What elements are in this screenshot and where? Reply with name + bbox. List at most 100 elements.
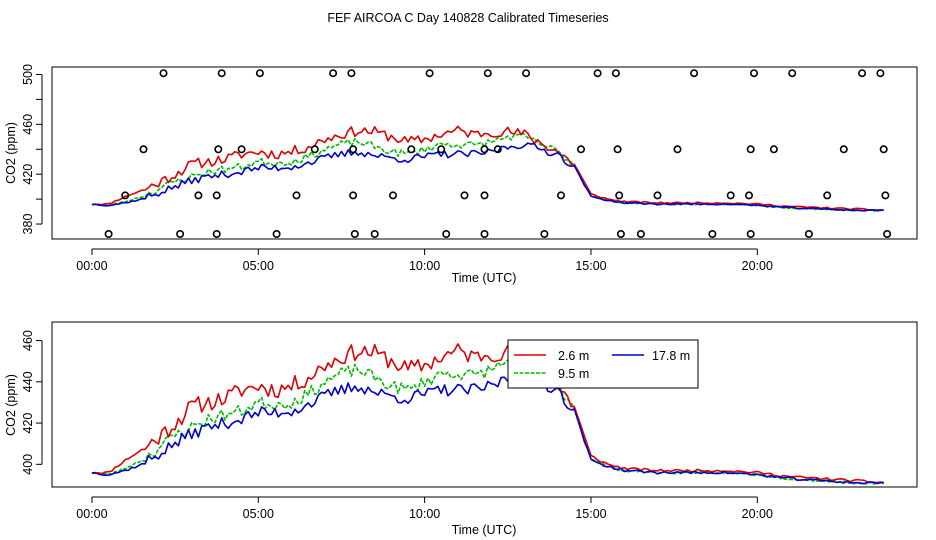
flag-marker bbox=[673, 145, 682, 154]
bottom-plot-frame bbox=[51, 321, 918, 488]
top-x-tick-label: 00:00 bbox=[76, 259, 107, 273]
bot-series-line-9-5-m bbox=[91, 354, 885, 485]
flag-marker bbox=[883, 230, 892, 239]
flag-marker bbox=[329, 69, 338, 78]
flag-marker bbox=[292, 191, 301, 200]
top-flag-markers bbox=[104, 69, 892, 239]
flag-marker bbox=[522, 69, 531, 78]
flag-marker bbox=[159, 69, 168, 78]
bot-x-tick-label: 05:00 bbox=[243, 507, 274, 521]
flag-marker bbox=[823, 191, 832, 200]
top-series-group bbox=[91, 125, 884, 212]
flag-marker bbox=[879, 145, 888, 154]
flag-marker bbox=[437, 145, 446, 154]
flag-marker bbox=[442, 230, 451, 239]
flag-marker bbox=[744, 191, 753, 200]
flag-marker bbox=[616, 230, 625, 239]
flag-marker bbox=[636, 230, 645, 239]
flag-marker bbox=[613, 145, 622, 154]
top-series-line-2-6-m bbox=[91, 125, 884, 212]
bot-x-tick-label: 20:00 bbox=[742, 507, 773, 521]
flag-marker bbox=[121, 191, 130, 200]
top-series-line-17-8-m bbox=[91, 142, 884, 212]
bot-y-tick-label: 400 bbox=[21, 454, 35, 475]
bottom-series-group bbox=[91, 343, 885, 485]
flag-marker bbox=[217, 69, 226, 78]
top-x-tick-label: 05:00 bbox=[243, 259, 274, 273]
flag-marker bbox=[839, 145, 848, 154]
bottom-y-axis: 400 420 440 460 bbox=[21, 330, 43, 475]
bottom-x-axis-label: Time (UTC) bbox=[452, 523, 517, 537]
flag-marker bbox=[212, 191, 221, 200]
flag-marker bbox=[370, 230, 379, 239]
bot-y-tick-label: 460 bbox=[21, 330, 35, 351]
top-y-axis: 380 420 460 500 bbox=[21, 64, 43, 235]
flag-marker bbox=[350, 230, 359, 239]
bottom-x-axis: 00:00 05:00 10:00 15:00 20:00 bbox=[76, 496, 773, 521]
flag-marker bbox=[176, 230, 185, 239]
flag-marker bbox=[726, 191, 735, 200]
flag-marker bbox=[388, 191, 397, 200]
bot-y-tick-label: 420 bbox=[21, 413, 35, 434]
legend-label-2-6m: 2.6 m bbox=[558, 349, 589, 363]
flag-marker bbox=[347, 69, 356, 78]
flag-marker bbox=[611, 69, 620, 78]
top-x-axis: 00:00 05:00 10:00 15:00 20:00 bbox=[76, 248, 773, 273]
flag-marker bbox=[615, 191, 624, 200]
panel-top: 00:00 05:00 10:00 15:00 20:00 380 420 460 500 T… bbox=[4, 64, 918, 285]
flag-marker bbox=[493, 145, 502, 154]
flag-marker bbox=[255, 69, 264, 78]
flag-marker bbox=[708, 230, 717, 239]
flag-marker bbox=[593, 69, 602, 78]
flag-marker bbox=[746, 230, 755, 239]
top-y-tick-label: 420 bbox=[21, 164, 35, 185]
flag-marker bbox=[483, 69, 492, 78]
flag-marker bbox=[769, 145, 778, 154]
legend-label-9-5m: 9.5 m bbox=[558, 367, 589, 381]
flag-marker bbox=[576, 145, 585, 154]
flag-marker bbox=[194, 191, 203, 200]
flag-marker bbox=[480, 191, 489, 200]
flag-marker bbox=[540, 230, 549, 239]
bot-y-tick-label: 440 bbox=[21, 371, 35, 392]
flag-marker bbox=[310, 145, 319, 154]
flag-marker bbox=[139, 145, 148, 154]
flag-marker bbox=[104, 230, 113, 239]
bot-series-line-2-6-m bbox=[91, 343, 884, 484]
top-x-axis-label: Time (UTC) bbox=[452, 271, 517, 285]
flag-marker bbox=[237, 145, 246, 154]
bot-series-line-17-8-m bbox=[91, 370, 884, 485]
top-y-tick-label: 380 bbox=[21, 214, 35, 235]
flag-marker bbox=[480, 230, 489, 239]
flag-marker bbox=[214, 145, 223, 154]
flag-marker bbox=[407, 145, 416, 154]
flag-marker bbox=[858, 69, 867, 78]
top-y-tick-label: 460 bbox=[21, 114, 35, 135]
flag-marker bbox=[690, 69, 699, 78]
flag-marker bbox=[788, 69, 797, 78]
flag-marker bbox=[746, 145, 755, 154]
bottom-y-axis-label: CO2 (ppm) bbox=[4, 374, 18, 436]
chart-title: FEF AIRCOA C Day 140828 Calibrated Times… bbox=[327, 11, 608, 25]
flag-marker bbox=[349, 191, 358, 200]
flag-marker bbox=[804, 230, 813, 239]
legend: 2.6 m 9.5 m 17.8 m bbox=[507, 339, 699, 389]
top-y-axis-label: CO2 (ppm) bbox=[4, 122, 18, 184]
flag-marker bbox=[425, 69, 434, 78]
flag-marker bbox=[349, 145, 358, 154]
flag-marker bbox=[556, 191, 565, 200]
top-y-tick-label: 500 bbox=[21, 64, 35, 85]
top-x-tick-label: 15:00 bbox=[575, 259, 606, 273]
bot-x-tick-label: 15:00 bbox=[575, 507, 606, 521]
top-x-tick-label: 10:00 bbox=[409, 259, 440, 273]
legend-label-17-8m: 17.8 m bbox=[652, 349, 690, 363]
flag-marker bbox=[881, 191, 890, 200]
top-x-tick-label: 20:00 bbox=[742, 259, 773, 273]
panel-bottom: 00:00 05:00 10:00 15:00 20:00 400 420 440 460 T… bbox=[4, 321, 918, 537]
bot-x-tick-label: 10:00 bbox=[409, 507, 440, 521]
legend-box bbox=[507, 339, 699, 389]
top-plot-frame bbox=[51, 66, 918, 240]
flag-marker bbox=[653, 191, 662, 200]
flag-marker bbox=[749, 69, 758, 78]
